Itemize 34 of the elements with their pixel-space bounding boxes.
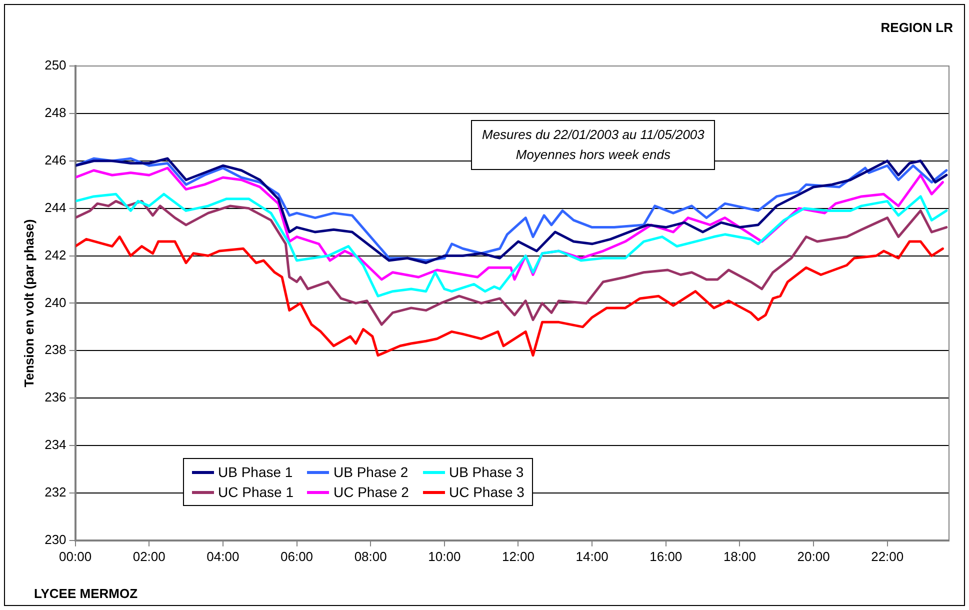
legend-label: UB Phase 2 [333, 464, 408, 480]
annotation: Moyennes hors week ends [514, 146, 672, 164]
legend-label: UB Phase 1 [218, 464, 293, 480]
x-tick-label: 10:00 [428, 548, 461, 564]
legend-label: UC Phase 3 [448, 484, 524, 500]
y-tick-label: 234 [44, 437, 66, 452]
legend-label: UC Phase 1 [218, 484, 294, 500]
y-tick-label: 244 [44, 200, 66, 215]
y-axis-title: Tension en volt (par phase) [21, 219, 36, 388]
x-tick-label: 04:00 [206, 548, 240, 564]
x-tick-label: 02:00 [132, 548, 166, 564]
y-tick-label: 250 [44, 58, 66, 73]
y-tick-label: 240 [44, 294, 66, 310]
y-tick-label: 248 [44, 105, 66, 120]
x-tick-label: 18:00 [723, 548, 756, 564]
y-tick-label: 230 [44, 532, 66, 547]
text: REGION LR [880, 20, 953, 35]
x-tick-label: 22:00 [871, 548, 904, 564]
y-tick-label: 242 [44, 247, 66, 262]
legend-label: UB Phase 3 [448, 464, 524, 480]
x-tick-label: 20:00 [797, 548, 830, 564]
x-tick-label: 14:00 [576, 548, 608, 564]
x-tick-label: 12:00 [502, 548, 535, 564]
y-tick-label: 236 [44, 390, 66, 405]
annotation: Mesures du 22/01/2003 au 11/05/2003 [482, 126, 704, 144]
y-tick-label: 246 [44, 152, 66, 168]
x-tick-label: 08:00 [354, 548, 387, 564]
y-tick-label: 238 [44, 342, 66, 358]
y-tick-label: 232 [44, 484, 66, 500]
x-tick-label: 16:00 [650, 548, 682, 564]
x-tick-label: 00:00 [59, 548, 92, 564]
x-tick-label: 06:00 [280, 548, 314, 564]
legend-label: UC Phase 2 [333, 484, 409, 500]
text: LYCEE MERMOZ [34, 586, 138, 601]
